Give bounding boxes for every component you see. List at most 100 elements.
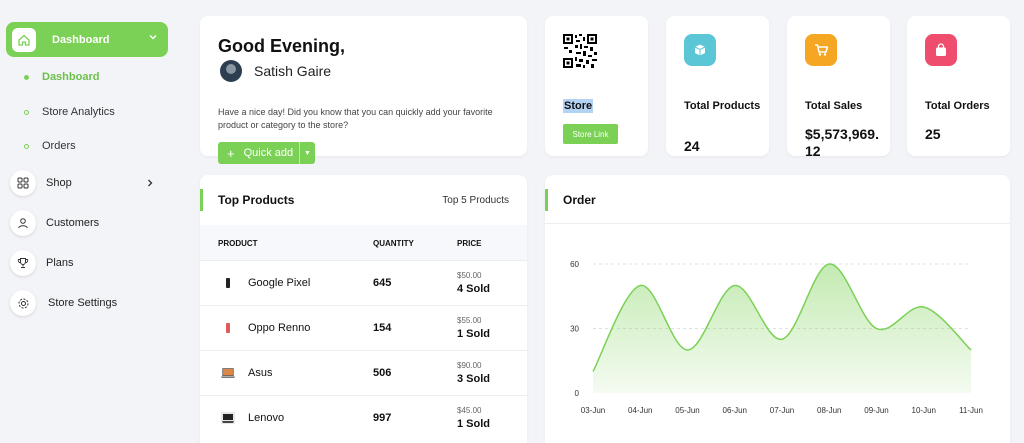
x-tick-label: 11-Jun (959, 406, 983, 415)
store-card: Store Store Link (545, 16, 648, 156)
sidebar-subitem-label: Store Analytics (42, 106, 115, 118)
order-area-chart: 0 30 60 03-Jun 04-Jun 05-Jun 06-Jun 07-Jun 08-Ju… (570, 260, 983, 415)
store-link-button[interactable]: Store Link (563, 124, 618, 144)
product-name: Oppo Renno (248, 322, 311, 334)
y-tick-label: 30 (570, 325, 579, 334)
stat-card-total-orders: Total Orders 25 (907, 16, 1010, 156)
x-tick-label: 04-Jun (628, 406, 652, 415)
user-info: Satish Gaire (220, 60, 331, 82)
sidebar-item-dashboard[interactable]: Dashboard (6, 22, 168, 57)
product-price: $90.00 (457, 361, 482, 370)
area-fill (593, 263, 971, 393)
sidebar-item-label: Dashboard (52, 33, 110, 46)
trophy-icon (10, 250, 36, 276)
greeting-message: Have a nice day! Did you know that you c… (218, 107, 493, 130)
bullet-icon (24, 74, 29, 80)
y-tick-label: 0 (575, 389, 580, 398)
table-row[interactable]: Google Pixel 645 $50.00 4 Sold (200, 260, 527, 305)
quick-add-button[interactable]: + Quick add ▼ (218, 142, 315, 164)
product-sold: 3 Sold (457, 373, 491, 385)
stat-title: Total Products (684, 100, 761, 112)
column-header-product: PRODUCT (218, 239, 258, 248)
home-icon (12, 27, 36, 52)
column-header-quantity: QUANTITY (373, 239, 414, 248)
grid-icon (10, 170, 36, 196)
x-tick-label: 06-Jun (723, 406, 747, 415)
table-row[interactable]: Oppo Renno 154 $55.00 1 Sold (200, 305, 527, 350)
product-quantity: 506 (373, 367, 392, 379)
series-line (592, 263, 972, 372)
table-row[interactable]: Lenovo 997 $45.00 1 Sold (200, 395, 527, 440)
x-tick-label: 09-Jun (864, 406, 888, 415)
y-tick-label: 60 (570, 260, 579, 269)
greeting-title: Good Evening, (218, 36, 346, 56)
sidebar-subitem-label: Dashboard (42, 71, 100, 83)
x-tick-label: 03-Jun (581, 406, 605, 415)
stat-card-total-sales: Total Sales $5,573,969.12 (787, 16, 890, 159)
sidebar-item-customers[interactable]: Customers (10, 210, 165, 236)
stat-value: 24 (684, 138, 700, 154)
box-icon (684, 34, 716, 66)
product-quantity: 645 (373, 277, 392, 289)
stat-value: 25 (925, 126, 941, 142)
accent-bar (545, 189, 548, 211)
x-tick-label: 05-Jun (675, 406, 699, 415)
product-quantity: 997 (373, 412, 392, 424)
sidebar-item-shop[interactable]: Shop (10, 170, 165, 196)
greeting-card: Good Evening, Satish Gaire Have a nice d… (200, 16, 527, 164)
sidebar-item-store-settings[interactable]: Store Settings (10, 290, 165, 316)
product-name: Asus (248, 367, 273, 379)
bag-icon (925, 34, 957, 66)
sidebar-item-label: Shop (46, 177, 72, 189)
product-sold: 4 Sold (457, 283, 491, 295)
product-image (220, 276, 236, 290)
product-price: $50.00 (457, 271, 482, 280)
product-price: $45.00 (457, 406, 482, 415)
sidebar-subitem-store-analytics[interactable]: Store Analytics (24, 104, 115, 120)
product-image (220, 411, 236, 425)
sidebar-subitem-dashboard[interactable]: Dashboard (24, 69, 99, 85)
caret-down-icon[interactable]: ▼ (299, 142, 315, 164)
stat-card-total-products: Total Products 24 (666, 16, 769, 156)
top-products-card: Top Products Top 5 Products PRODUCT QUAN… (200, 175, 527, 443)
x-tick-label: 10-Jun (912, 406, 936, 415)
sidebar-item-label: Store Settings (48, 297, 118, 309)
chevron-right-icon (148, 179, 153, 187)
product-quantity: 154 (373, 322, 392, 334)
stat-title: Total Sales (805, 100, 863, 112)
sidebar-subitem-label: Orders (42, 140, 76, 152)
table-row[interactable]: Asus 506 $90.00 3 Sold (200, 350, 527, 395)
product-sold: 1 Sold (457, 418, 491, 430)
sidebar: Dashboard Dashboard Store Analytics Orde… (0, 0, 180, 443)
qr-code-icon (563, 34, 597, 68)
sidebar-subitem-orders[interactable]: Orders (24, 138, 76, 154)
bullet-icon (24, 143, 29, 149)
stat-value: $5,573,969.12 (805, 126, 879, 159)
plus-icon: + (227, 145, 235, 161)
quick-add-label: Quick add (243, 147, 294, 159)
order-chart-title: Order (563, 193, 596, 207)
product-price: $55.00 (457, 316, 482, 325)
gear-icon (10, 290, 36, 316)
x-tick-label: 08-Jun (817, 406, 841, 415)
sidebar-item-plans[interactable]: Plans (10, 250, 165, 276)
sidebar-item-label: Plans (46, 257, 74, 269)
user-name: Satish Gaire (254, 63, 332, 79)
store-label: Store (563, 99, 594, 113)
table-header: PRODUCT QUANTITY PRICE (200, 225, 527, 260)
stat-title: Total Orders (925, 100, 990, 112)
column-header-price: PRICE (457, 239, 482, 248)
product-image (220, 366, 236, 380)
accent-bar (200, 189, 203, 211)
product-name: Google Pixel (248, 277, 311, 289)
chevron-down-icon (149, 35, 157, 40)
divider (545, 223, 1010, 224)
cart-icon (805, 34, 837, 66)
product-image (220, 321, 236, 335)
top-products-subtitle: Top 5 Products (442, 195, 509, 206)
sidebar-item-label: Customers (46, 217, 100, 229)
product-name: Lenovo (248, 412, 285, 424)
order-chart-card: Order 0 30 60 03-Jun 04-Jun 05-Jun 06-Jun 07-Ju… (545, 175, 1010, 443)
avatar (220, 60, 242, 82)
x-tick-label: 07-Jun (770, 406, 794, 415)
